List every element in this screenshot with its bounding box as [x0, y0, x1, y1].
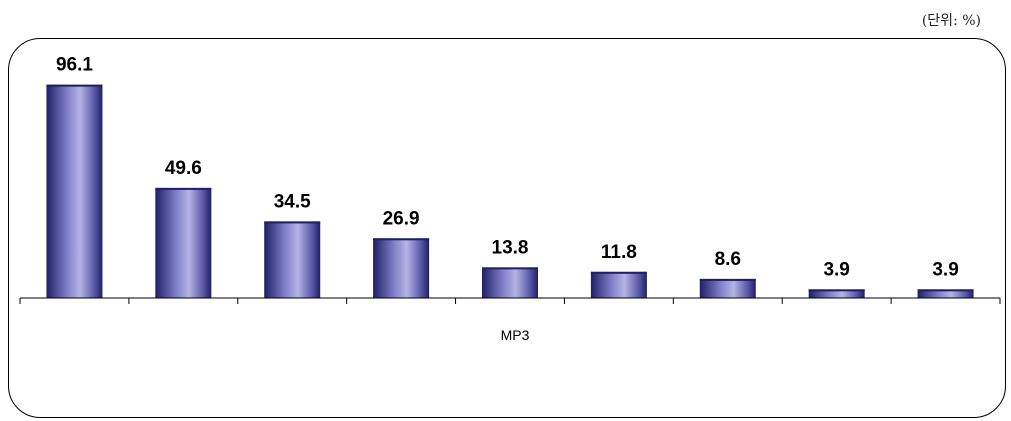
- unit-note: (단위: %): [921, 13, 981, 29]
- bar-value-label-8: 3.9: [823, 259, 849, 280]
- bar-1: [46, 84, 103, 299]
- bar-top-edge-4: [373, 238, 430, 241]
- bar-top-edge-2: [155, 187, 212, 190]
- bar-value-label-5: 13.8: [492, 237, 529, 258]
- bar-value-label-9: 3.9: [932, 259, 958, 280]
- bars-layer: [46, 84, 974, 299]
- bar-value-label-6: 11.8: [601, 242, 637, 263]
- category-label: MP3: [501, 327, 530, 343]
- bar-value-label-7: 8.6: [715, 249, 741, 270]
- bar-5: [482, 267, 538, 298]
- bar-4: [373, 238, 430, 298]
- bar-value-label-1: 96.1: [56, 55, 93, 76]
- bar-top-edge-8: [808, 289, 865, 292]
- bar-top-edge-1: [46, 84, 103, 87]
- bar-top-edge-3: [264, 221, 321, 224]
- bar-2: [155, 187, 212, 298]
- bar-top-edge-5: [482, 267, 538, 270]
- bar-value-label-2: 49.6: [165, 158, 202, 179]
- bar-3: [264, 221, 321, 298]
- bar-9: [917, 289, 974, 298]
- bar-6: [590, 271, 647, 298]
- bar-7: [699, 278, 756, 298]
- bar-top-edge-6: [590, 271, 647, 274]
- bar-top-edge-7: [699, 278, 756, 281]
- bar-value-label-4: 26.9: [383, 208, 420, 229]
- bar-top-edge-9: [917, 289, 974, 292]
- ticks-layer: [19, 298, 1001, 304]
- labels-layer: 96.1 49.6 34.5 26.9 13.8 11.8 8.6 3.9 3.9: [56, 55, 959, 281]
- bar-value-label-3: 34.5: [274, 191, 311, 212]
- chart-frame: [8, 38, 1006, 418]
- bar-8: [808, 289, 865, 298]
